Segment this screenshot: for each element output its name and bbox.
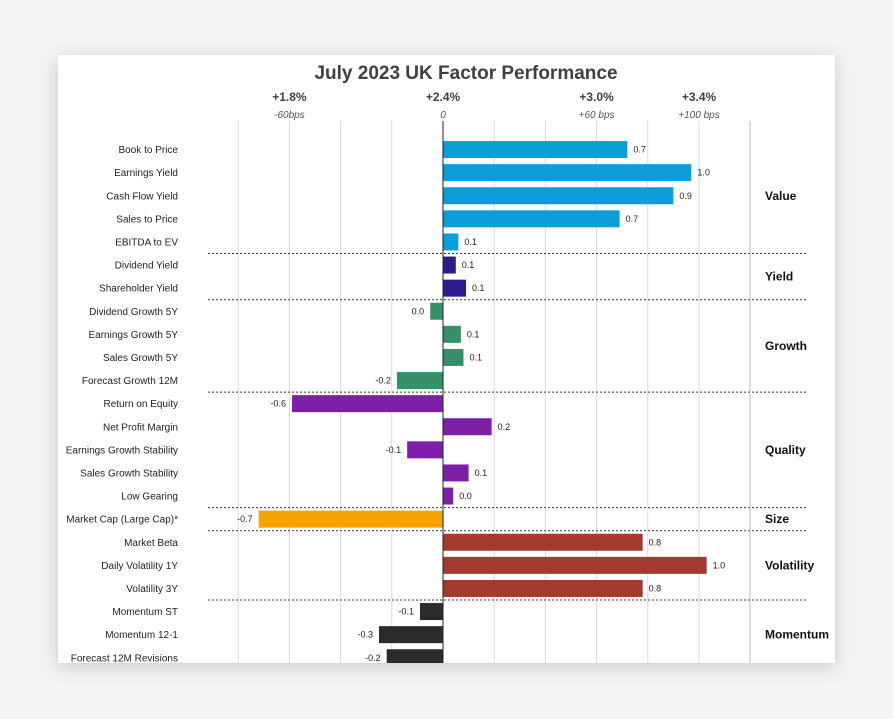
bar [386, 649, 443, 663]
category-label: Dividend Growth 5Y [89, 307, 178, 318]
bar [443, 579, 643, 597]
data-label: 0.9 [679, 191, 692, 201]
data-label: 0.1 [462, 260, 475, 270]
data-label: 0.8 [649, 537, 662, 547]
data-label: 0.1 [464, 237, 477, 247]
bar [419, 603, 443, 621]
top-axis-label: +2.4% [426, 90, 461, 104]
data-label: 0.0 [459, 491, 472, 501]
category-label: Shareholder Yield [99, 284, 178, 295]
bar [396, 372, 443, 390]
top-axis-label: +3.4% [682, 90, 717, 104]
bar [443, 556, 707, 574]
bar [443, 533, 643, 551]
bar [443, 141, 628, 159]
group-label: Quality [765, 443, 806, 457]
group-label: Value [765, 189, 797, 203]
data-label: 0.0 [412, 306, 425, 316]
data-label: -0.7 [237, 514, 253, 524]
bar [443, 187, 674, 205]
chart-card: July 2023 UK Factor Performance +1.8% -60… [58, 55, 835, 663]
group-label: Yield [765, 270, 793, 284]
data-label: -0.1 [398, 607, 414, 617]
top-axis-label: +3.0% [579, 90, 614, 104]
data-label: 0.1 [475, 468, 488, 478]
category-label: Low Gearing [121, 492, 178, 503]
category-label: Cash Flow Yield [106, 191, 178, 202]
top-axis-sublabel: 0 [440, 110, 446, 121]
data-label: 0.1 [467, 329, 480, 339]
data-label: 0.1 [472, 283, 485, 293]
category-label: Volatility 3Y [126, 584, 178, 595]
data-label: 0.2 [498, 422, 511, 432]
group-separators [208, 253, 808, 601]
group-label: Growth [765, 339, 807, 353]
bar [379, 626, 443, 644]
category-label: Market Cap (Large Cap)* [66, 515, 178, 526]
data-label: 1.0 [713, 560, 726, 570]
category-label: Earnings Growth 5Y [89, 330, 179, 341]
category-label: EBITDA to EV [115, 237, 178, 248]
category-labels: Book to Price Earnings Yield Cash Flow Yie… [66, 145, 179, 663]
bar [443, 256, 456, 274]
data-label: 1.0 [697, 168, 710, 178]
bar [430, 302, 443, 320]
bar [291, 395, 443, 413]
category-label: Net Profit Margin [103, 422, 178, 433]
category-label: Book to Price [119, 145, 179, 156]
data-label: -0.2 [375, 376, 391, 386]
category-label: Momentum ST [112, 607, 178, 618]
bar [443, 164, 692, 182]
category-label: Forecast 12M Revisions [71, 653, 178, 663]
value-labels: 0.7 1.0 0.9 0.7 0.1 0.1 0.1 0.0 0.1 0.1 -0.2 -0.6 0.… [237, 145, 725, 663]
category-label: Sales Growth Stability [80, 468, 178, 479]
group-label: Volatility [765, 558, 814, 572]
bar [443, 418, 492, 436]
bar [407, 441, 443, 459]
factor-performance-chart: July 2023 UK Factor Performance +1.8% -60… [66, 63, 829, 663]
bar [443, 464, 469, 482]
chart-title: July 2023 UK Factor Performance [314, 63, 617, 84]
category-label: Momentum 12-1 [105, 630, 178, 641]
data-label: 0.1 [469, 352, 482, 362]
category-label: Sales Growth 5Y [103, 353, 178, 364]
group-labels: Value Yield Growth Quality Size Volatility Mom… [765, 189, 829, 642]
data-label: -0.1 [386, 445, 402, 455]
category-label: Daily Volatility 1Y [101, 561, 178, 572]
category-label: Forecast Growth 12M [82, 376, 178, 387]
category-label: Return on Equity [104, 399, 179, 410]
bars [258, 141, 707, 663]
top-axis-sublabel: +60 bps [579, 110, 615, 121]
top-axis-sublabel: +100 bps [678, 110, 719, 121]
category-label: Dividend Yield [115, 261, 178, 272]
bar [443, 325, 461, 343]
data-label: -0.3 [357, 630, 373, 640]
category-label: Earnings Growth Stability [66, 445, 178, 456]
top-axis-sublabel: -60bps [274, 110, 305, 121]
group-label: Momentum [765, 628, 829, 642]
category-label: Earnings Yield [114, 168, 178, 179]
bar [258, 510, 443, 528]
group-label: Size [765, 512, 789, 526]
bar [443, 279, 467, 297]
data-label: 0.7 [626, 214, 639, 224]
bar [443, 348, 464, 366]
category-label: Sales to Price [116, 214, 178, 225]
top-axis-label: +1.8% [272, 90, 307, 104]
bar [443, 233, 459, 251]
data-label: 0.8 [649, 583, 662, 593]
bar [443, 487, 454, 505]
top-axis: +1.8% -60bps +2.4% 0 +3.0% +60 bps +3.4% +100 b… [272, 90, 719, 121]
category-label: Market Beta [124, 538, 178, 549]
data-label: 0.7 [633, 145, 646, 155]
data-label: -0.2 [365, 653, 381, 663]
bar [443, 210, 620, 228]
data-label: -0.6 [270, 399, 286, 409]
